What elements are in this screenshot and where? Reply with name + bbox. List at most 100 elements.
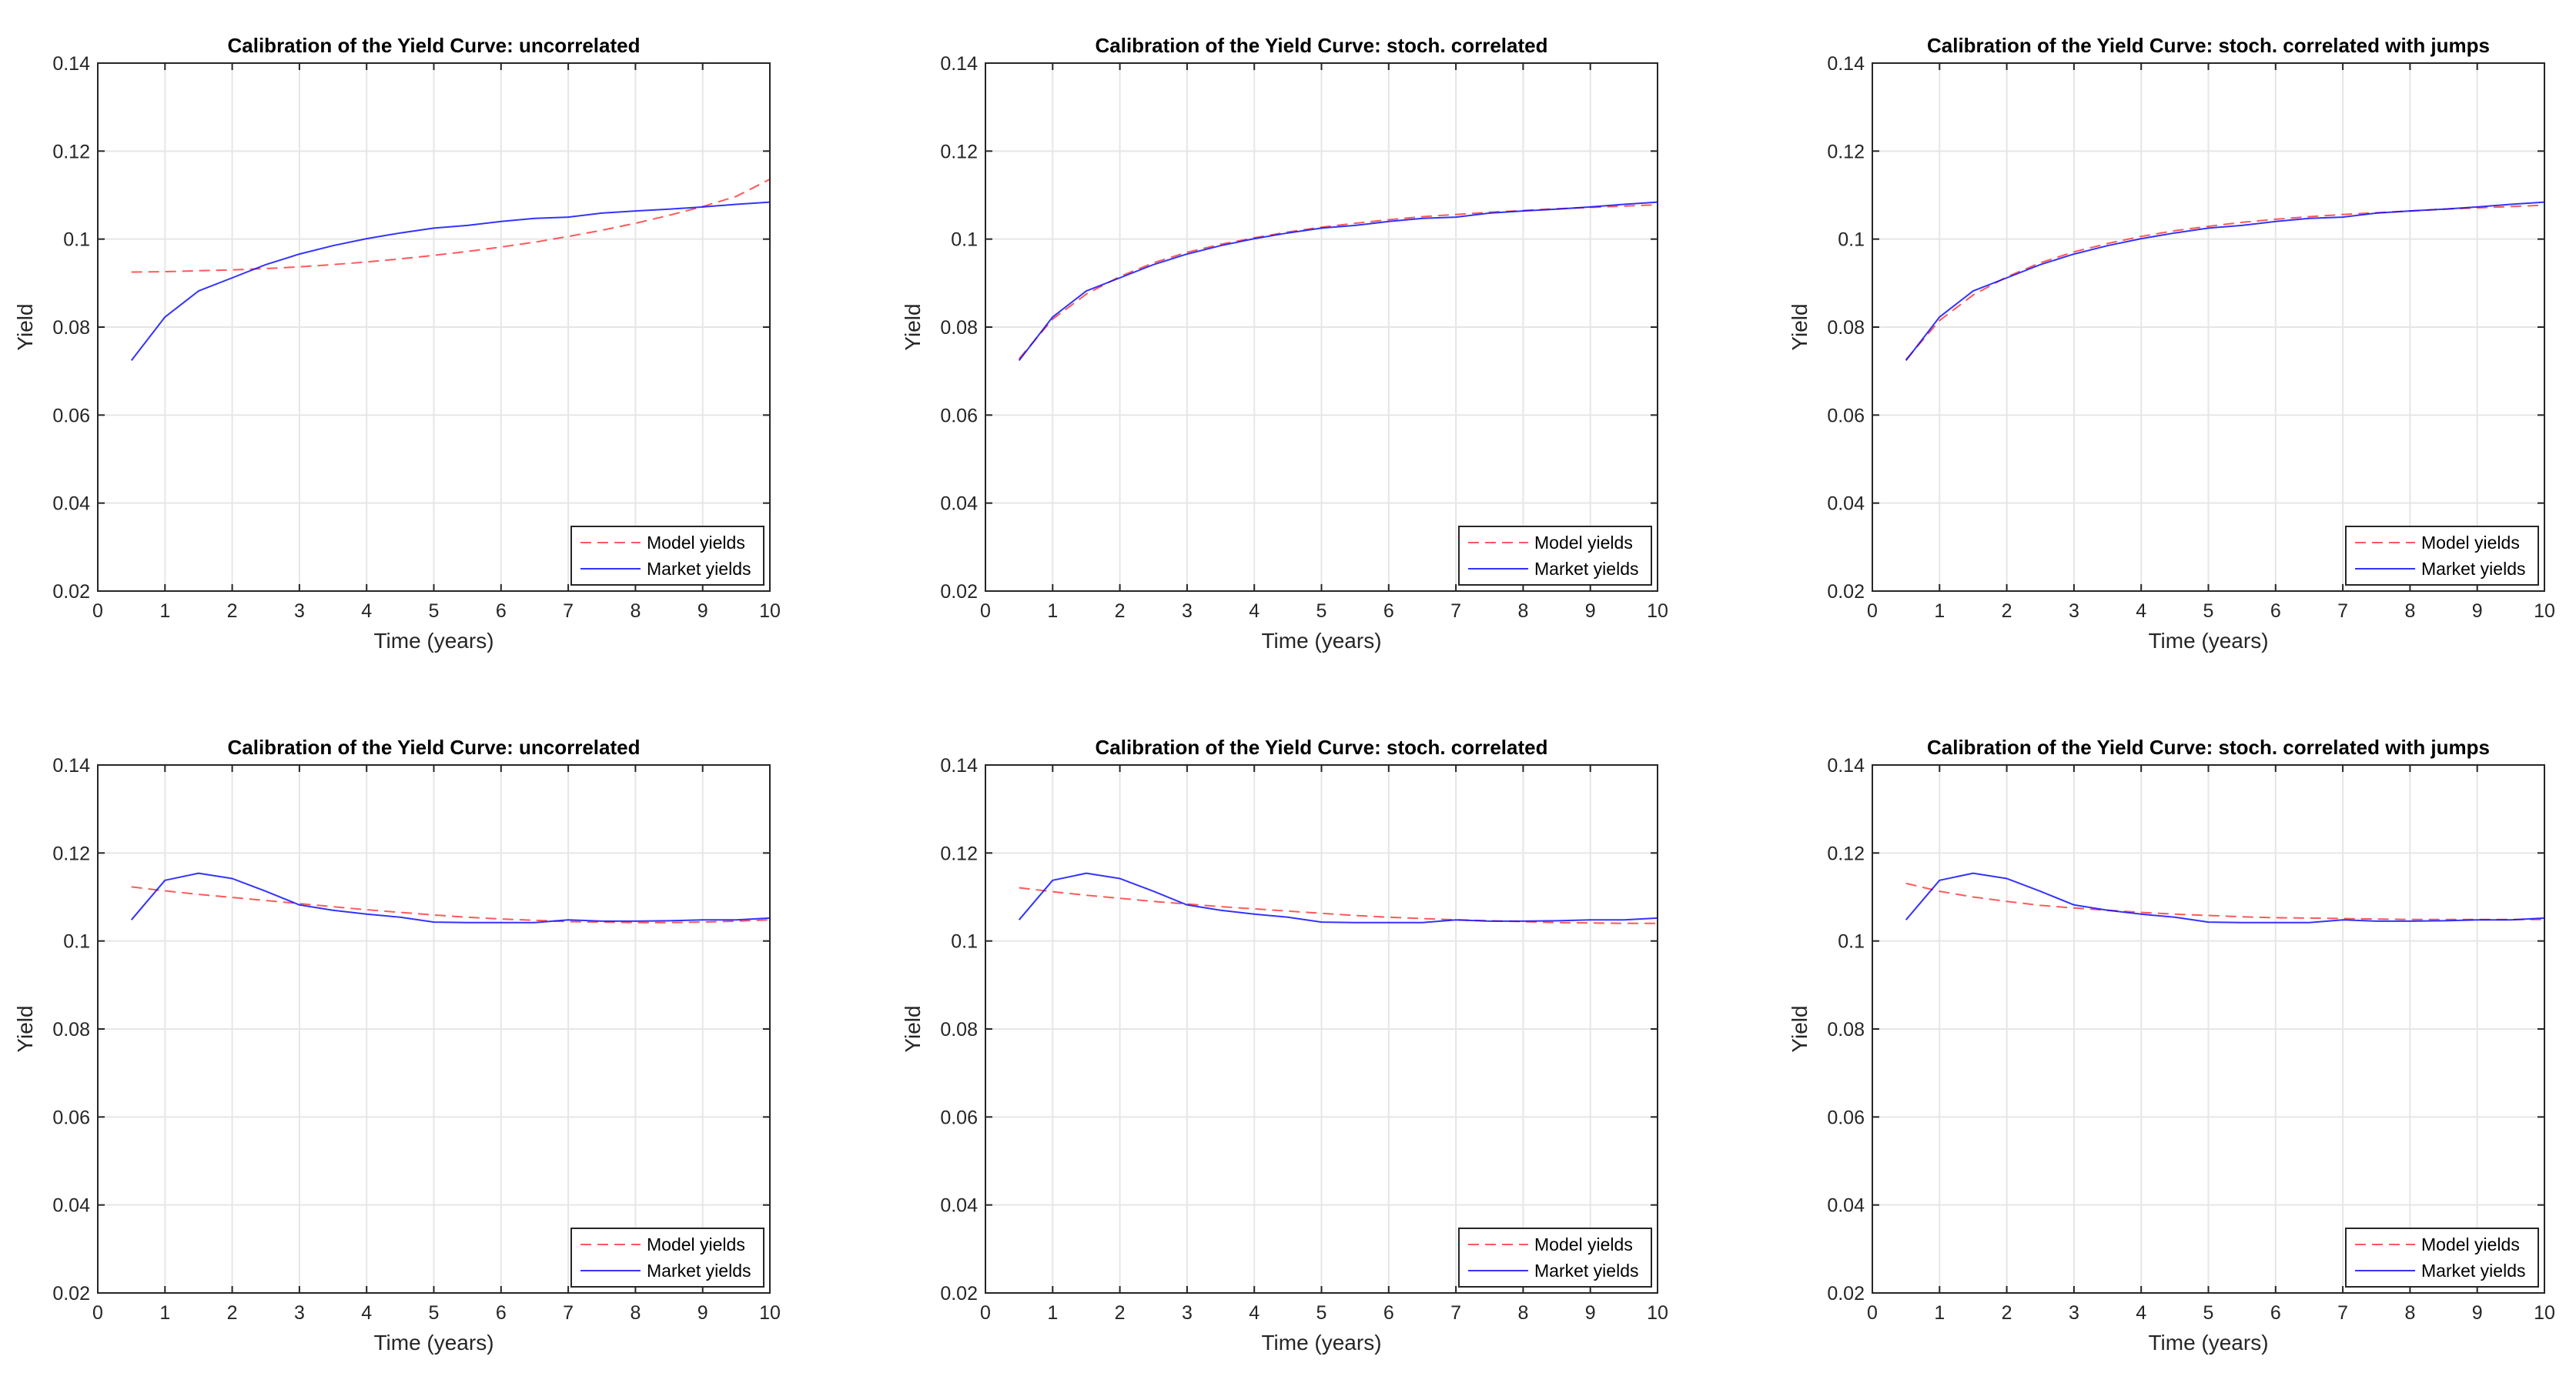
- x-tick-label: 10: [1647, 600, 1668, 622]
- y-tick-label: 0.14: [940, 53, 978, 75]
- legend-label: Market yields: [647, 1261, 751, 1281]
- x-tick-label: 2: [2002, 600, 2012, 622]
- x-axis-label: Time (years): [1261, 1331, 1381, 1355]
- legend-box: [2345, 1228, 2539, 1288]
- x-tick-label: 7: [1450, 1302, 1461, 1324]
- y-tick-label: 0.02: [940, 581, 978, 603]
- y-tick-label: 0.1: [951, 229, 978, 251]
- x-tick-label: 5: [429, 1302, 440, 1324]
- x-tick-label: 10: [2534, 1302, 2555, 1324]
- series-line-model-yields: [1905, 204, 2545, 360]
- x-tick-label: 1: [1047, 1302, 1058, 1324]
- x-axis-label: Time (years): [1261, 629, 1381, 653]
- y-tick-label: 0.1: [63, 229, 90, 251]
- x-tick-label: 0: [980, 600, 991, 622]
- x-tick-label: 1: [1934, 600, 1945, 622]
- legend-label: Model yields: [2421, 533, 2520, 553]
- axes-box: [1872, 62, 2545, 592]
- x-tick-label: 8: [630, 1302, 641, 1324]
- x-tick-label: 9: [1585, 1302, 1596, 1324]
- y-tick-label: 0.06: [52, 1107, 90, 1128]
- chart-title: Calibration of the Yield Curve: stoch. c…: [1095, 736, 1547, 759]
- x-axis-label: Time (years): [2148, 1331, 2268, 1355]
- y-tick-label: 0.14: [52, 53, 90, 75]
- x-tick-label: 2: [227, 1302, 238, 1324]
- x-tick-label: 9: [1585, 600, 1596, 622]
- y-axis-label: Yield: [1788, 303, 1812, 350]
- y-tick-label: 0.08: [940, 1019, 978, 1041]
- x-tick-label: 9: [2472, 600, 2483, 622]
- x-tick-label: 2: [2002, 1302, 2012, 1324]
- x-tick-label: 0: [1867, 1302, 1878, 1324]
- legend-box: [570, 526, 764, 586]
- y-tick-label: 0.08: [52, 317, 90, 339]
- legend: Model yields Market yields: [1458, 1228, 1652, 1288]
- y-tick-label: 0.12: [940, 141, 978, 162]
- x-tick-label: 5: [1316, 600, 1327, 622]
- y-tick-label: 0.1: [951, 931, 978, 953]
- series-line-market-yields: [1905, 201, 2545, 362]
- legend-box: [1458, 526, 1652, 586]
- y-tick-label: 0.06: [1827, 405, 1865, 426]
- x-tick-label: 2: [1115, 1302, 1126, 1324]
- legend-label: Model yields: [1534, 1234, 1633, 1254]
- legend-box: [570, 1228, 764, 1288]
- x-tick-label: 10: [759, 600, 781, 622]
- legend-label: Model yields: [647, 533, 745, 553]
- legend-label: Model yields: [647, 1234, 745, 1254]
- x-tick-label: 4: [361, 600, 372, 622]
- series-line-market-yields: [1905, 872, 2545, 924]
- x-tick-label: 9: [2472, 1302, 2483, 1324]
- legend-label: Market yields: [1534, 1261, 1638, 1281]
- x-tick-label: 6: [2270, 600, 2281, 622]
- x-tick-label: 2: [1115, 600, 1126, 622]
- y-tick-label: 0.12: [52, 141, 90, 162]
- x-tick-label: 7: [563, 600, 574, 622]
- x-tick-label: 1: [159, 600, 170, 622]
- x-tick-label: 7: [1450, 600, 1461, 622]
- y-axis-label: Yield: [901, 1005, 925, 1052]
- x-tick-label: 3: [2069, 600, 2079, 622]
- x-tick-label: 8: [1517, 600, 1528, 622]
- x-tick-label: 4: [361, 1302, 372, 1324]
- x-tick-label: 6: [496, 600, 507, 622]
- y-tick-label: 0.02: [940, 1283, 978, 1305]
- x-axis-label: Time (years): [373, 1331, 493, 1355]
- y-tick-label: 0.02: [52, 1283, 90, 1305]
- y-tick-label: 0.04: [940, 493, 978, 515]
- x-tick-label: 0: [92, 1302, 103, 1324]
- x-tick-label: 4: [1249, 1302, 1260, 1324]
- y-tick-label: 0.06: [1827, 1107, 1865, 1128]
- x-tick-label: 9: [698, 1302, 708, 1324]
- legend-box: [1458, 1228, 1652, 1288]
- legend: Model yields Market yields: [2345, 1228, 2539, 1288]
- chart-panel-2: 0 1 2 3 4 5 6 7 8 9 10 0.02 0.04 0.06 0.08 0.1 0.12 0.14 C…: [901, 34, 1668, 653]
- y-tick-label: 0.1: [63, 931, 90, 953]
- x-tick-label: 5: [2203, 1302, 2214, 1324]
- x-tick-label: 6: [2270, 1302, 2281, 1324]
- x-tick-label: 0: [1867, 600, 1878, 622]
- y-tick-label: 0.02: [1827, 1283, 1865, 1305]
- y-tick-label: 0.14: [1827, 755, 1865, 777]
- y-tick-label: 0.04: [52, 493, 90, 515]
- y-tick-label: 0.04: [52, 1195, 90, 1217]
- series-line-model-yields: [1905, 882, 2544, 920]
- x-tick-label: 3: [294, 1302, 305, 1324]
- y-tick-label: 0.08: [52, 1019, 90, 1041]
- x-tick-label: 7: [563, 1302, 574, 1324]
- x-tick-label: 10: [1647, 1302, 1668, 1324]
- x-tick-label: 9: [698, 600, 708, 622]
- y-tick-label: 0.1: [1838, 229, 1865, 251]
- chart-panel-3: 0 1 2 3 4 5 6 7 8 9 10 0.02 0.04 0.06 0.08 0.1 0.12 0.14 C…: [1788, 34, 2555, 653]
- series-line-model-yields: [131, 886, 771, 924]
- x-tick-label: 5: [429, 600, 440, 622]
- y-tick-label: 0.14: [1827, 53, 1865, 75]
- y-tick-label: 0.12: [940, 843, 978, 864]
- x-tick-label: 10: [759, 1302, 781, 1324]
- axes-box: [985, 764, 1658, 1294]
- x-axis-label: Time (years): [2148, 629, 2268, 653]
- legend-label: Model yields: [2421, 1234, 2520, 1254]
- x-tick-label: 8: [2404, 1302, 2415, 1324]
- x-tick-label: 4: [2136, 1302, 2146, 1324]
